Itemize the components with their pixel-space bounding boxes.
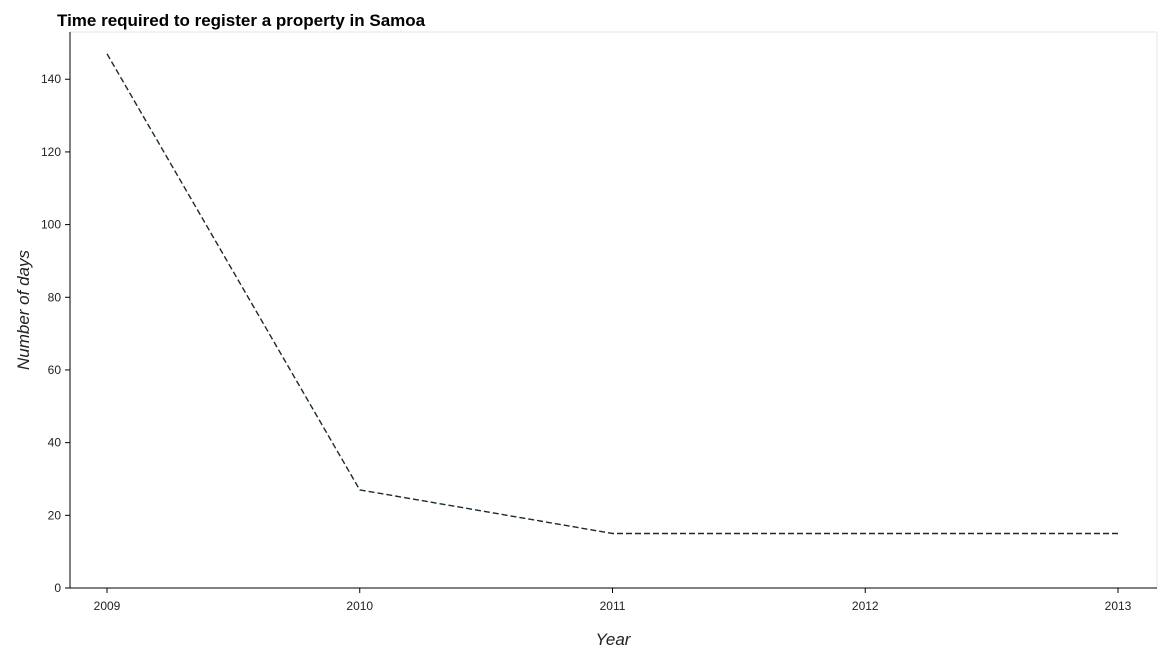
y-tick-label: 80 — [48, 290, 62, 304]
y-tick-label: 100 — [41, 218, 61, 232]
y-tick-label: 60 — [48, 363, 62, 377]
y-axis-label: Number of days — [14, 250, 33, 370]
y-tick-label: 140 — [41, 72, 61, 86]
chart-title: Time required to register a property in … — [57, 11, 426, 30]
y-tick-label: 40 — [48, 436, 62, 450]
x-tick-label: 2009 — [94, 599, 121, 613]
x-tick-label: 2012 — [852, 599, 879, 613]
y-tick-label: 20 — [48, 508, 62, 522]
y-tick-label: 120 — [41, 145, 61, 159]
y-tick-label: 0 — [54, 581, 61, 595]
x-axis-ticks: 2009 2010 2011 2012 2013 — [94, 588, 1132, 613]
x-tick-label: 2011 — [600, 599, 626, 613]
x-tick-label: 2010 — [346, 599, 373, 613]
x-tick-label: 2013 — [1105, 599, 1132, 613]
x-axis-label: Year — [596, 630, 632, 649]
series-line-number-of-days — [106, 53, 1118, 535]
y-axis-ticks: 0 20 40 60 80 100 120 140 — [41, 72, 70, 595]
plot-frame — [69, 31, 1158, 589]
